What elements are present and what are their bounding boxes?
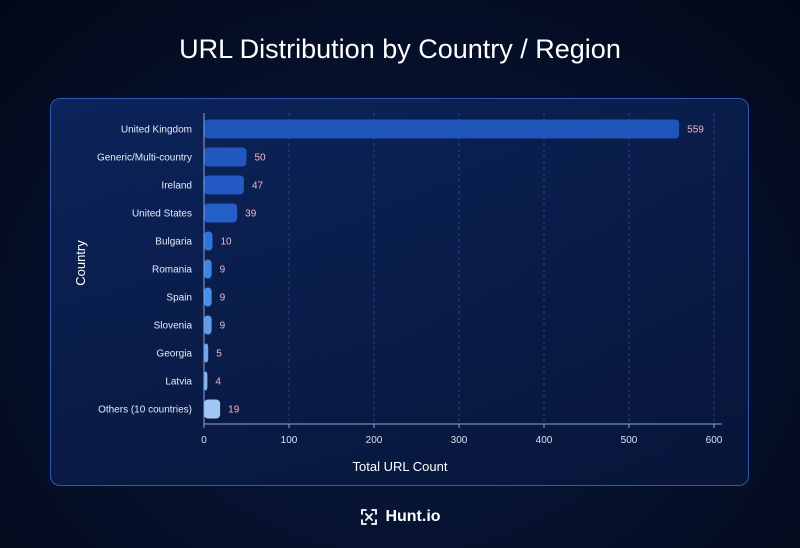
y-tick-label: Romania [152, 265, 192, 276]
bar-united-kingdom [204, 119, 680, 139]
bar-others-10-countries- [204, 399, 221, 419]
x-axis-label: Total URL Count [353, 459, 448, 474]
x-tick-label: 200 [366, 435, 383, 446]
x-tick-label: 400 [536, 435, 553, 446]
x-tick-label: 500 [621, 435, 638, 446]
x-tick-label: 100 [281, 435, 298, 446]
bar-ireland [204, 175, 244, 195]
y-tick-label: United Kingdom [121, 125, 192, 136]
brand-logo: Hunt.io [0, 507, 800, 527]
hunt-logo-icon [361, 509, 378, 525]
value-label: 9 [220, 321, 226, 332]
y-tick-label: Slovenia [154, 321, 193, 332]
value-labels: 559 50 47 39 10 9 9 9 5 4 19 [215, 125, 704, 416]
value-label: 9 [220, 293, 226, 304]
y-tick-label: Georgia [156, 349, 192, 360]
bar-spain [204, 287, 212, 307]
bar-bulgaria [204, 231, 213, 251]
x-tick-label: 300 [451, 435, 468, 446]
chart-title: URL Distribution by Country / Region [179, 34, 621, 64]
value-label: 4 [215, 377, 221, 388]
y-tick-label: Ireland [161, 181, 192, 192]
bar-latvia [204, 371, 208, 391]
value-label: 9 [220, 265, 226, 276]
value-label: 39 [245, 209, 257, 220]
bar-georgia [204, 343, 209, 363]
y-tick-label: Generic/Multi-country [97, 153, 192, 164]
y-tick-label: United States [132, 209, 192, 220]
x-tick-label: 600 [706, 435, 723, 446]
value-label: 10 [221, 237, 233, 248]
value-label: 50 [255, 153, 267, 164]
bar-generic-multi-country [204, 147, 247, 167]
brand-name: Hunt.io [385, 508, 441, 525]
value-label: 47 [252, 181, 264, 192]
y-axis-label: Country [73, 240, 88, 286]
bars [204, 119, 680, 419]
value-label: 5 [216, 349, 222, 360]
bar-romania [204, 259, 212, 279]
chart-panel [50, 98, 749, 486]
y-tick-label: Bulgaria [155, 237, 192, 248]
value-label: 559 [687, 125, 704, 136]
bar-united-states [204, 203, 238, 223]
y-tick-label: Spain [166, 293, 192, 304]
x-tick-label: 0 [201, 435, 207, 446]
y-tick-labels: United Kingdom Generic/Multi-country Irela… [97, 125, 192, 416]
y-tick-label: Others (10 countries) [98, 405, 192, 416]
x-axis: 0 100 200 300 400 500 600 [201, 113, 723, 446]
value-label: 19 [228, 405, 240, 416]
y-tick-label: Latvia [165, 377, 192, 388]
grid-lines [203, 113, 715, 424]
bar-slovenia [204, 315, 212, 335]
